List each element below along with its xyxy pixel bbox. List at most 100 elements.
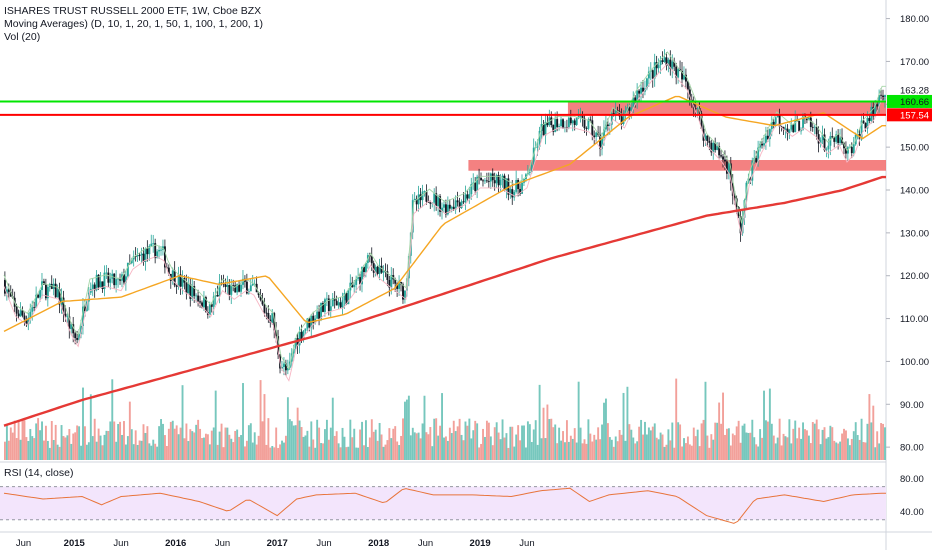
candle-body	[675, 66, 678, 78]
volume-bar	[226, 427, 229, 460]
volume-bar	[124, 444, 127, 460]
candle-body	[130, 259, 133, 264]
volume-bar	[343, 436, 346, 460]
volume-bar	[815, 419, 818, 460]
volume-bar	[649, 430, 652, 460]
volume-bar	[665, 444, 668, 460]
candle-body	[749, 178, 752, 181]
candle-body	[353, 284, 356, 288]
volume-bar	[747, 433, 750, 460]
candle-body	[581, 115, 584, 119]
volume-bar	[807, 435, 810, 460]
volume-bar	[460, 434, 463, 460]
volume-bar	[111, 379, 114, 460]
candle-body	[786, 128, 789, 134]
candle-body	[236, 284, 239, 293]
volume-bar	[27, 441, 30, 460]
candle-body	[208, 304, 211, 315]
candle-body	[339, 302, 342, 308]
volume-bar	[130, 429, 133, 460]
volume-bar	[392, 428, 395, 460]
candle-body	[345, 293, 348, 305]
volume-bar	[776, 437, 779, 460]
candle-body	[655, 62, 658, 69]
volume-bar	[686, 436, 689, 460]
candle-body	[376, 266, 379, 274]
volume-bar	[316, 419, 319, 460]
candle-body	[171, 270, 174, 281]
candle-body	[413, 198, 416, 201]
volume-bar	[329, 427, 332, 460]
candle-body	[109, 278, 112, 283]
candle-body	[823, 134, 826, 151]
volume-bar	[80, 445, 83, 460]
resistance-zone	[567, 101, 886, 115]
volume-bar	[526, 421, 529, 460]
candle-body	[622, 113, 625, 124]
volume-bar	[823, 427, 826, 460]
candle-body	[232, 285, 235, 287]
volume-bar	[464, 421, 467, 460]
volume-bar	[880, 423, 883, 460]
candle-body	[612, 113, 615, 114]
candle-body	[708, 141, 711, 143]
volume-bar	[462, 440, 465, 460]
volume-bar	[499, 439, 502, 460]
candle-body	[263, 304, 266, 313]
candle-body	[380, 265, 383, 273]
volume-bar	[856, 435, 859, 460]
volume-bar	[286, 397, 289, 460]
volume-bar	[472, 430, 475, 460]
volume-bar	[552, 427, 555, 460]
volume-bar	[606, 423, 609, 460]
candle-body	[218, 282, 221, 297]
candlesticks	[4, 49, 886, 376]
volume-bar	[755, 444, 758, 460]
candle-body	[575, 117, 578, 125]
candle-body	[261, 299, 264, 305]
volume-bar	[357, 447, 360, 460]
candle-body	[862, 120, 865, 123]
candle-body	[511, 189, 514, 198]
candle-body	[316, 311, 319, 319]
candle-body	[686, 81, 689, 90]
candle-body	[538, 130, 541, 147]
candle-body	[788, 129, 791, 134]
volume-bar	[655, 437, 658, 460]
volume-bar	[456, 426, 459, 460]
candle-body	[25, 319, 28, 325]
candle-body	[466, 194, 469, 199]
candle-body	[503, 175, 506, 191]
volume-bar	[101, 445, 104, 460]
candle-body	[448, 204, 451, 209]
candle-body	[833, 137, 836, 142]
candle-body	[363, 266, 365, 273]
time-tick-label: Jun	[215, 538, 230, 549]
candle-body	[599, 134, 602, 149]
volume-bar	[320, 443, 323, 460]
volume-bar	[831, 427, 834, 460]
candle-body	[774, 117, 777, 126]
volume-bar	[341, 427, 344, 460]
volume-bar	[296, 407, 299, 460]
volume-bar	[577, 381, 580, 460]
volume-bar	[841, 433, 844, 460]
volume-bar	[265, 444, 268, 460]
volume-bar	[300, 427, 303, 460]
candle-body	[226, 285, 229, 287]
candle-body	[304, 328, 307, 331]
candle-body	[751, 160, 754, 181]
candle-body	[542, 124, 545, 136]
candle-body	[443, 204, 445, 208]
volume-bar	[591, 441, 594, 460]
candle-body	[320, 302, 323, 319]
volume-bar	[245, 440, 248, 460]
candle-body	[792, 124, 795, 133]
volume-bar	[622, 392, 625, 460]
candle-body	[199, 301, 202, 303]
candle-body	[620, 116, 623, 124]
volume-bar	[675, 378, 678, 460]
candle-body	[142, 253, 145, 262]
candle-body	[245, 281, 248, 294]
